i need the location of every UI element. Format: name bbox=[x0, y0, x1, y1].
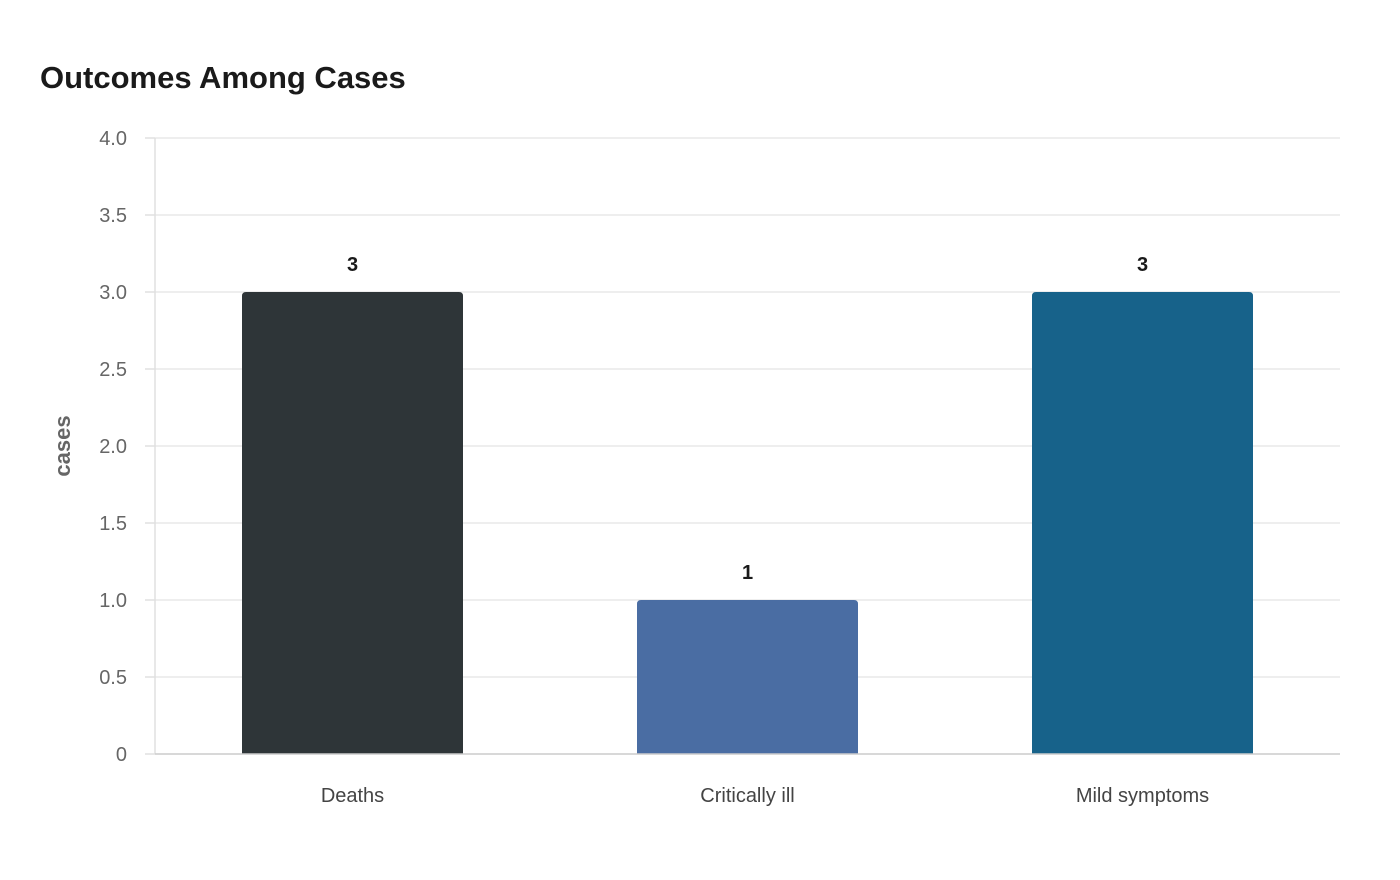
bar-mild-symptoms bbox=[1032, 292, 1253, 754]
data-label: 3 bbox=[347, 254, 358, 276]
bar-critically-ill bbox=[637, 600, 858, 754]
y-tick-labels: 0 0.5 1.0 1.5 2.0 2.5 3.0 3.5 4.0 bbox=[99, 128, 127, 766]
x-category-label: Mild symptoms bbox=[1076, 785, 1209, 807]
y-tick-label: 1.0 bbox=[99, 590, 127, 612]
x-category-label: Deaths bbox=[321, 785, 384, 807]
data-label: 1 bbox=[742, 562, 753, 584]
chart-title: Outcomes Among Cases bbox=[40, 60, 406, 95]
y-tick-label: 0 bbox=[116, 744, 127, 766]
y-tick-label: 1.5 bbox=[99, 513, 127, 535]
data-labels: 3 1 3 bbox=[347, 254, 1148, 584]
y-tick-label: 3.0 bbox=[99, 282, 127, 304]
x-category-label: Critically ill bbox=[700, 785, 794, 807]
bars bbox=[242, 292, 1253, 754]
y-tick-label: 4.0 bbox=[99, 128, 127, 150]
y-tick-label: 0.5 bbox=[99, 667, 127, 689]
y-tick-label: 2.0 bbox=[99, 436, 127, 458]
bar-deaths bbox=[242, 292, 463, 754]
y-tick-label: 2.5 bbox=[99, 359, 127, 381]
y-tick-label: 3.5 bbox=[99, 205, 127, 227]
data-label: 3 bbox=[1137, 254, 1148, 276]
x-category-labels: Deaths Critically ill Mild symptoms bbox=[321, 785, 1209, 807]
y-axis-title: cases bbox=[50, 415, 75, 476]
